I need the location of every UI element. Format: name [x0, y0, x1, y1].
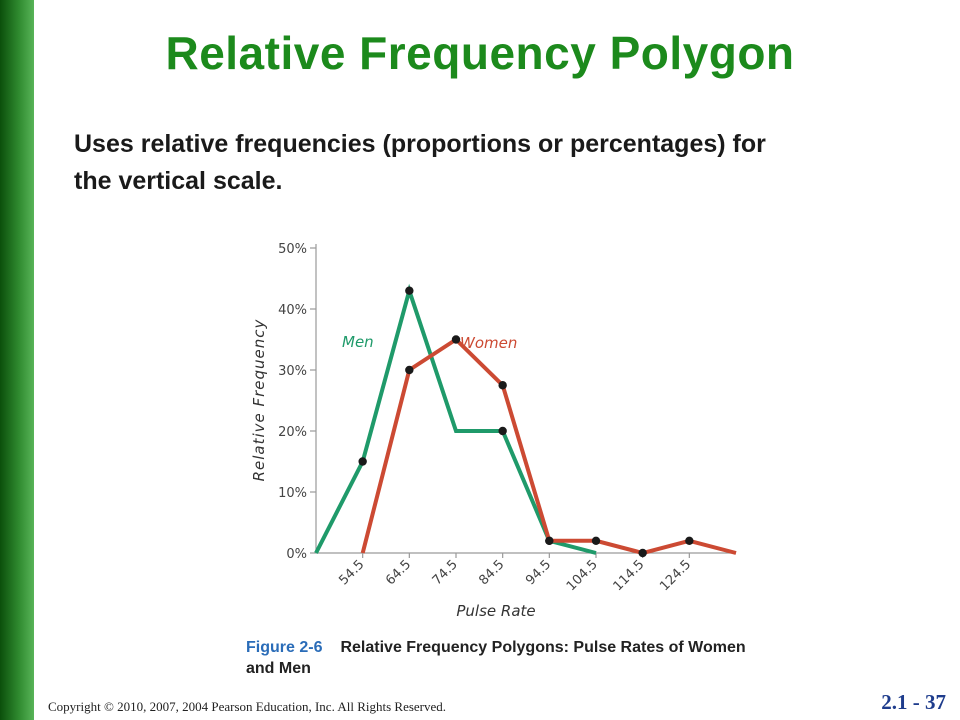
y-axis-title: Relative Frequency [250, 318, 268, 481]
series-label-men: Men [342, 333, 374, 351]
y-tick-label: 50% [278, 242, 307, 257]
y-tick-label: 30% [278, 364, 307, 379]
x-tick-label: 104.5 [564, 557, 601, 594]
x-tick-label: 74.5 [430, 557, 461, 588]
figure-caption: Figure 2-6 Relative Frequency Polygons: P… [246, 637, 766, 679]
data-point-women [591, 536, 601, 545]
copyright-notice: Copyright © 2010, 2007, 2004 Pearson Edu… [48, 699, 447, 714]
chart-labels: Men Women Pulse Rate Relative Frequency [250, 318, 536, 620]
y-tick-label: 10% [278, 486, 307, 501]
data-point-women [498, 381, 507, 390]
x-tick-label: 84.5 [476, 557, 507, 588]
x-tick-label: 94.5 [523, 557, 554, 588]
relative-frequency-chart: 0% 10% 20% 30% 40% 50% 54.5 64.5 74.5 84.5 94.5 104… [250, 242, 737, 620]
data-point-men [405, 286, 414, 295]
figure-caption-text: Relative Frequency Polygons: Pulse Rates… [246, 639, 746, 677]
x-axis-title: Pulse Rate [456, 602, 535, 620]
y-tick-label: 0% [286, 547, 307, 562]
data-point-women [638, 548, 647, 558]
chart-axes [315, 244, 736, 554]
series-line-women [360, 336, 737, 556]
x-tick-label: 64.5 [383, 557, 414, 588]
slide-subtitle: Uses relative frequencies (proportions o… [74, 130, 766, 195]
chart-series [314, 283, 737, 558]
data-point-men [498, 426, 507, 436]
chart-ticks: 0% 10% 20% 30% 40% 50% 54.5 64.5 74.5 84.5 94.5 104… [278, 242, 694, 594]
x-tick-label: 54.5 [336, 557, 367, 588]
data-point-women [405, 365, 414, 375]
data-point-women [685, 536, 694, 545]
y-tick-label: 40% [278, 303, 307, 318]
x-tick-label: 114.5 [611, 557, 648, 594]
series-label-women: Women [460, 334, 517, 352]
slide-title: Relative Frequency Polygon [165, 27, 795, 79]
y-tick-label: 20% [278, 425, 307, 440]
series-line-men [314, 283, 597, 555]
x-tick-label: 124.5 [657, 557, 694, 594]
data-point-men [358, 457, 367, 466]
figure-label: Figure 2-6 [246, 639, 323, 656]
slide-side-bar [0, 0, 34, 720]
data-point-women [545, 536, 554, 545]
data-point-women [451, 335, 461, 344]
page-number: 2.1 - 37 [881, 690, 946, 714]
